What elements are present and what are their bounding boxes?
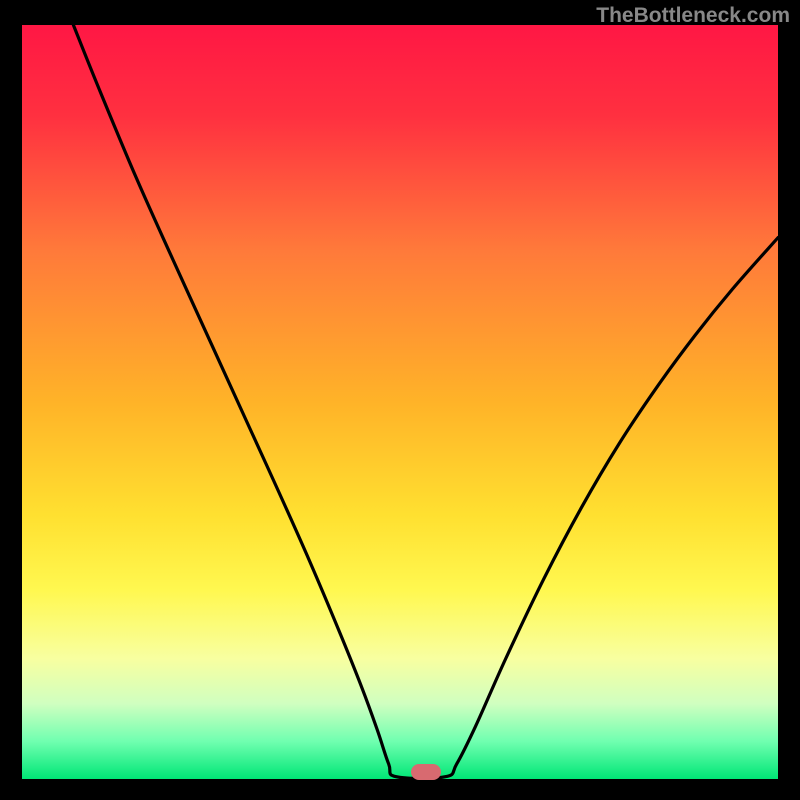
chart-gradient-background [22, 25, 778, 779]
watermark-text: TheBottleneck.com [596, 4, 790, 28]
chart-minimum-marker [411, 764, 441, 780]
chart-plot-area [22, 25, 778, 779]
